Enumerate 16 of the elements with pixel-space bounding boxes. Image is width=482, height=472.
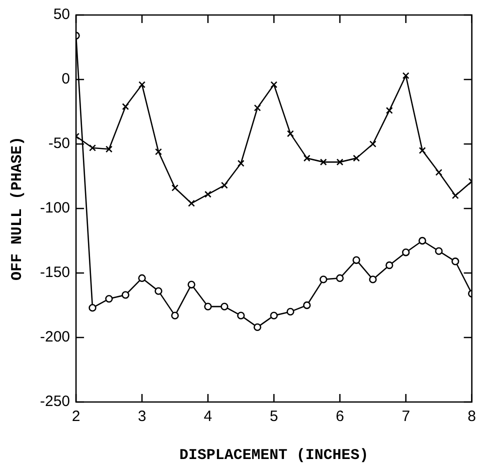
y-tick-label: -50 — [48, 135, 70, 152]
y-tick-label: -200 — [40, 328, 70, 346]
x-tick-label: 4 — [204, 408, 212, 426]
x-tick-label: 3 — [138, 408, 146, 426]
x-tick-label: 5 — [270, 408, 278, 426]
y-tick-label: 0 — [62, 70, 70, 88]
y-tick-label: 50 — [53, 6, 70, 24]
y-axis-title: OFF NULL (PHASE) — [8, 136, 26, 281]
y-tick-label: -150 — [40, 264, 70, 282]
y-tick-label: -250 — [40, 393, 70, 410]
x-tick-label: 6 — [336, 408, 344, 426]
x-tick-label: 2 — [72, 408, 80, 426]
x-axis-title: DISPLACEMENT (INCHES) — [179, 446, 368, 464]
x-tick-label: 8 — [468, 408, 476, 426]
x-tick-label: 7 — [402, 408, 410, 426]
y-tick-label: -100 — [40, 200, 70, 217]
